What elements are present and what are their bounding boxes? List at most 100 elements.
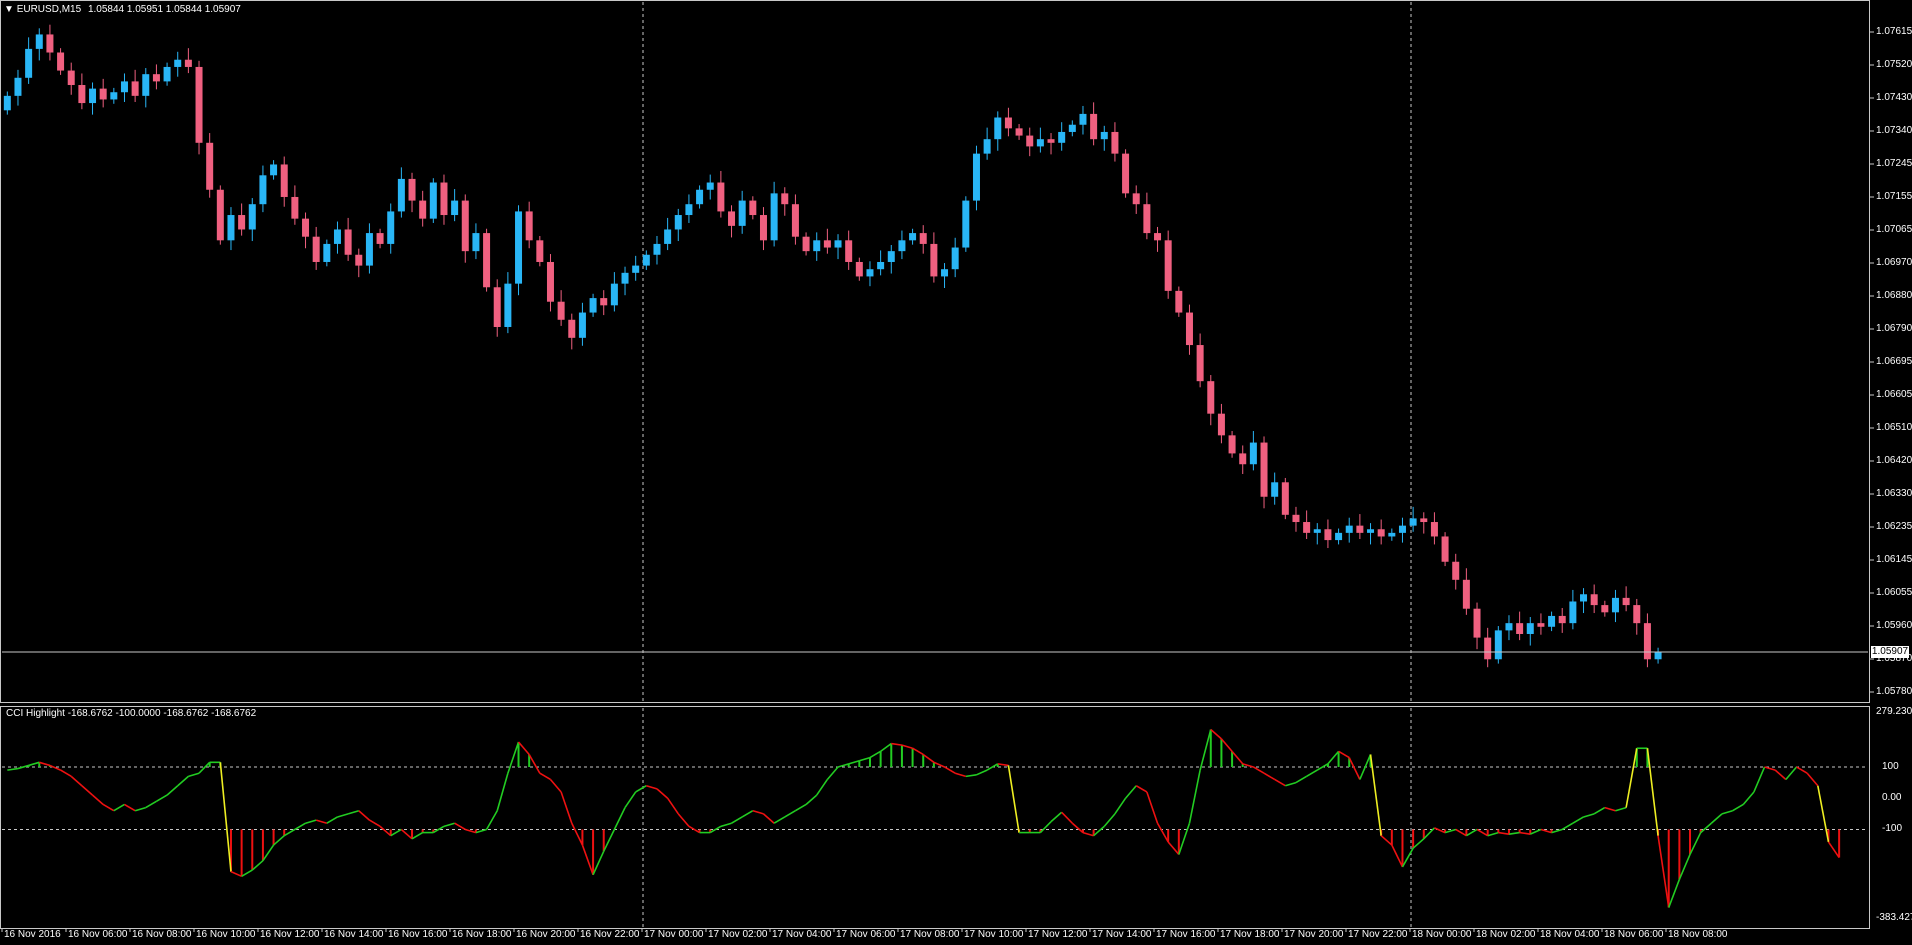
cci-line-segment: [859, 756, 871, 762]
cci-line-segment: [997, 763, 1009, 767]
candle-bear: [302, 218, 310, 237]
candle-bear: [461, 200, 469, 252]
cci-line-segment: [294, 822, 306, 831]
candle-bear: [1430, 522, 1438, 537]
candle-bull: [1398, 525, 1406, 533]
cci-line-segment: [1742, 791, 1755, 805]
cci-line-segment: [1678, 854, 1691, 880]
cci-line-segment: [1583, 813, 1595, 818]
cci-line-segment: [1796, 766, 1808, 774]
cci-line-segment: [731, 816, 743, 824]
current-price-tag: 1.05907: [1871, 646, 1909, 659]
candle-bear: [483, 233, 491, 288]
candle-bull: [429, 182, 437, 219]
cci-line-segment: [1551, 828, 1563, 834]
time-axis-label: 16 Nov 16:00: [388, 929, 448, 940]
price-axis-label: 1.07340: [1876, 125, 1912, 136]
time-axis-label: 17 Nov 08:00: [900, 929, 960, 940]
candle-bear: [493, 287, 501, 327]
cci-line-segment: [1391, 844, 1404, 868]
cci-line-segment: [219, 762, 232, 872]
collapse-triangle-icon[interactable]: ▼: [4, 4, 14, 15]
cci-line-segment: [848, 759, 860, 765]
time-axis-label: 16 Nov 08:00: [132, 929, 192, 940]
cci-line-segment: [1369, 754, 1382, 836]
candle-bull: [1036, 139, 1044, 147]
cci-line-segment: [1817, 785, 1830, 843]
candle-bear: [1537, 623, 1545, 627]
time-axis-label: 18 Nov 08:00: [1668, 929, 1728, 940]
candle-bear: [759, 215, 767, 241]
cci-line-segment: [1338, 750, 1350, 759]
candle-bull: [877, 261, 885, 270]
cci-axis-label: -383.4277: [1876, 912, 1912, 923]
time-axis-label: 16 Nov 20:00: [516, 929, 576, 940]
candle-bull: [248, 204, 256, 230]
time-axis-label: 17 Nov 02:00: [708, 929, 768, 940]
cci-line-segment: [656, 788, 669, 799]
cci-line-segment: [922, 753, 935, 763]
candle-bull: [951, 247, 959, 270]
cci-line-segment: [337, 813, 349, 818]
cci-line-segment: [1615, 806, 1627, 812]
candle-bear: [344, 229, 352, 255]
cci-line-segment: [635, 785, 647, 793]
candle-bull: [632, 265, 640, 273]
ohlc-values: 1.05844 1.05951 1.05844 1.05907: [87, 4, 241, 15]
cci-line-segment: [1423, 827, 1435, 840]
candle-bull: [365, 233, 373, 266]
cci-line-segment: [752, 809, 764, 815]
cci-line-segment: [1050, 811, 1063, 823]
cci-line-segment: [571, 822, 584, 846]
candle-bear: [99, 88, 107, 100]
candle-bull: [866, 269, 874, 277]
time-axis-label: 18 Nov 02:00: [1476, 929, 1536, 940]
candle-bull: [397, 178, 405, 212]
candle-bull: [333, 229, 341, 244]
candle-bear: [1292, 514, 1300, 523]
candle-bull: [674, 215, 682, 230]
cci-line-segment: [1593, 806, 1606, 815]
price-chart-pane[interactable]: [0, 0, 1870, 703]
time-axis-label: 16 Nov 18:00: [452, 929, 512, 940]
time-axis-label: 16 Nov 06:00: [68, 929, 128, 940]
cci-line-segment: [1774, 769, 1787, 781]
candle-bull: [451, 200, 459, 216]
cci-line-segment: [1455, 828, 1467, 837]
candle-bear: [312, 236, 320, 262]
cci-line-segment: [1124, 785, 1137, 799]
candle-bull: [14, 77, 22, 96]
cci-line-segment: [198, 761, 211, 774]
cci-line-segment: [1753, 766, 1766, 793]
candle-bear: [291, 196, 299, 219]
cci-line-segment: [1667, 879, 1681, 908]
cci-line-segment: [283, 828, 296, 837]
candle-bull: [706, 182, 714, 190]
time-axis-label: 17 Nov 22:00: [1348, 929, 1408, 940]
cci-line-segment: [666, 797, 679, 815]
price-axis-label: 1.06605: [1876, 389, 1912, 400]
cci-line-segment: [944, 766, 956, 774]
cci-line-segment: [177, 775, 189, 787]
cci-line-segment: [1646, 748, 1659, 836]
candle-bull: [1580, 594, 1588, 602]
cci-indicator-pane[interactable]: [0, 706, 1870, 929]
price-axis-label: 1.05870: [1876, 653, 1912, 664]
cci-line-segment: [1764, 766, 1776, 771]
cci-line-segment: [560, 791, 573, 824]
candle-bear: [1090, 113, 1098, 140]
candle-bear: [1217, 413, 1225, 436]
candle-bear: [1132, 193, 1140, 205]
candle-bull: [323, 243, 331, 262]
candle-bear: [1122, 153, 1130, 194]
cci-line-segment: [1444, 828, 1456, 834]
candle-bear: [67, 70, 75, 86]
price-axis-label: 1.06790: [1876, 323, 1912, 334]
candle-bull: [610, 283, 618, 306]
cci-line-segment: [826, 766, 839, 781]
candle-bear: [1111, 131, 1119, 154]
cci-line-segment: [762, 813, 775, 824]
candle-bull: [994, 117, 1002, 140]
cci-line-segment: [1625, 748, 1638, 808]
candle-bear: [419, 200, 427, 219]
